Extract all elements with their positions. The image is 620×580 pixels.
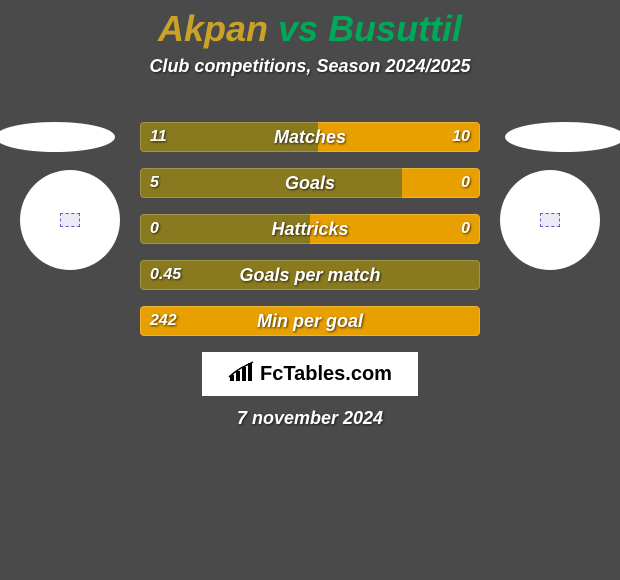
stat-row: 0.45 Goals per match bbox=[140, 260, 480, 290]
player1-name: Akpan bbox=[158, 8, 268, 49]
decoration-ellipse-left bbox=[0, 122, 115, 152]
footer-date: 7 november 2024 bbox=[0, 408, 620, 429]
stat-right-value: 10 bbox=[452, 122, 470, 152]
player2-name: Busuttil bbox=[328, 8, 462, 49]
bars-icon bbox=[228, 361, 254, 388]
page-title: Akpan vs Busuttil bbox=[0, 0, 620, 50]
stat-label: Min per goal bbox=[140, 306, 480, 336]
logo-text: FcTables.com bbox=[260, 363, 392, 386]
player1-crest-circle bbox=[20, 170, 120, 270]
player2-crest-circle bbox=[500, 170, 600, 270]
stat-row: 11 Matches 10 bbox=[140, 122, 480, 152]
stat-row: 5 Goals 0 bbox=[140, 168, 480, 198]
stat-label: Goals bbox=[140, 168, 480, 198]
stat-label: Matches bbox=[140, 122, 480, 152]
fctables-logo: FcTables.com bbox=[202, 352, 418, 396]
crest-placeholder-icon bbox=[60, 213, 80, 227]
stats-bars: 11 Matches 10 5 Goals 0 0 Hattricks 0 0.… bbox=[140, 122, 480, 352]
vs-text: vs bbox=[278, 8, 318, 49]
stat-label: Goals per match bbox=[140, 260, 480, 290]
stat-row: 242 Min per goal bbox=[140, 306, 480, 336]
stat-row: 0 Hattricks 0 bbox=[140, 214, 480, 244]
stat-right-value: 0 bbox=[461, 168, 470, 198]
stat-label: Hattricks bbox=[140, 214, 480, 244]
stat-right-value: 0 bbox=[461, 214, 470, 244]
decoration-ellipse-right bbox=[505, 122, 620, 152]
subtitle: Club competitions, Season 2024/2025 bbox=[0, 56, 620, 77]
crest-placeholder-icon bbox=[540, 213, 560, 227]
